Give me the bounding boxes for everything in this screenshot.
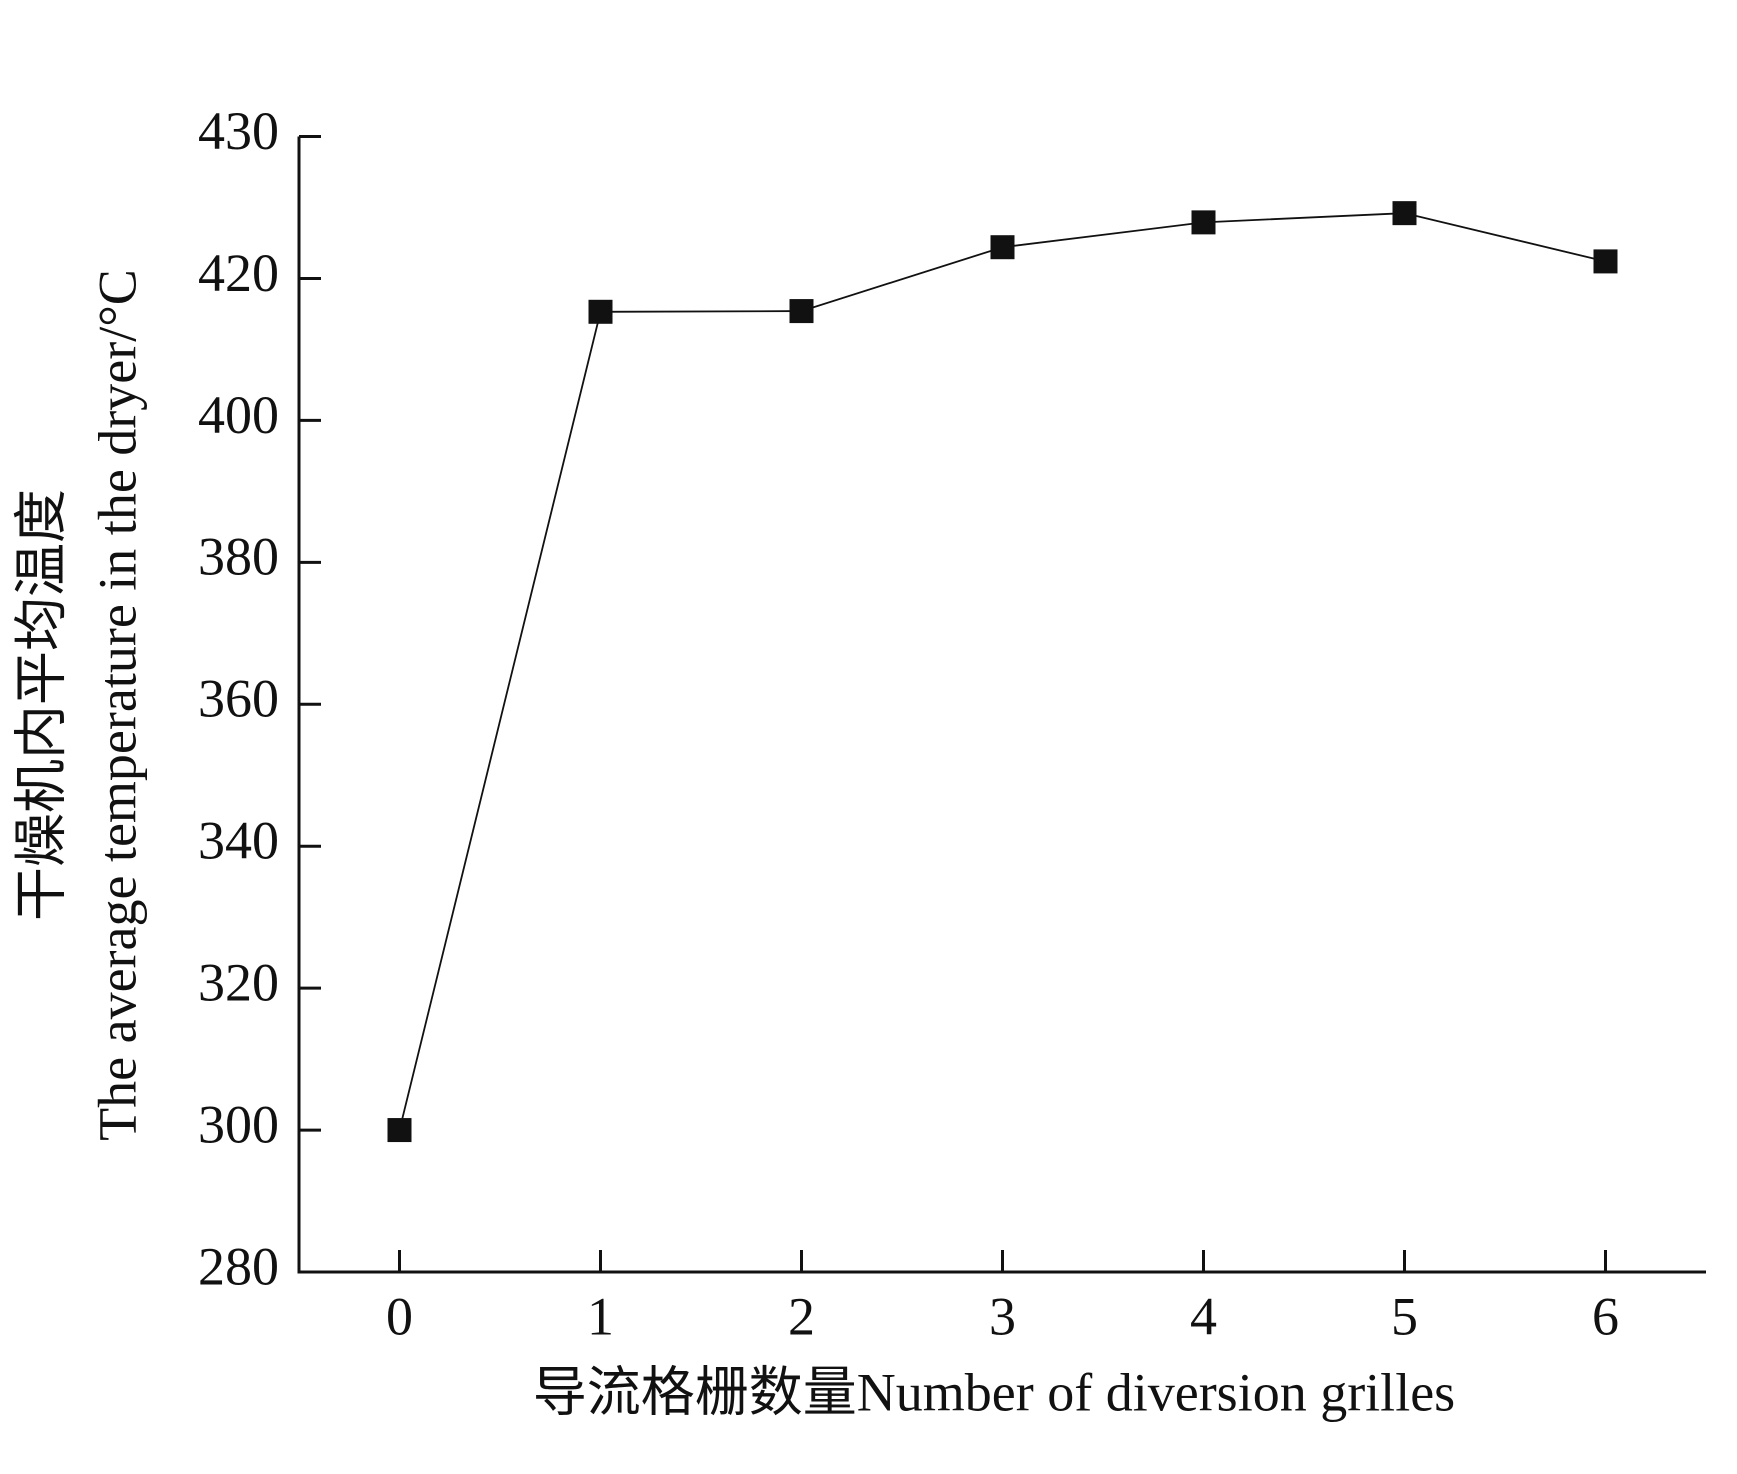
data-point — [588, 299, 613, 324]
y-tick-label: 380 — [198, 527, 279, 587]
y-tick-label: 360 — [198, 669, 279, 729]
y-tick-label: 300 — [198, 1094, 279, 1154]
data-point — [387, 1118, 412, 1143]
series-line — [398, 212, 1606, 1131]
x-tick-label: 0 — [386, 1286, 413, 1346]
x-tick-label: 2 — [788, 1286, 815, 1346]
y-tick-label: 340 — [198, 811, 279, 871]
y-axis-title: The average temperature in the dryer/°C — [87, 269, 147, 1141]
data-point — [990, 235, 1015, 260]
data-point — [1191, 210, 1216, 235]
x-tick-label: 3 — [989, 1286, 1016, 1346]
y-tick-label: 280 — [198, 1236, 279, 1296]
y-tick-label: 320 — [198, 953, 279, 1013]
x-tick-label: 6 — [1592, 1286, 1619, 1346]
y-tick-label: 400 — [198, 385, 279, 445]
data-point — [789, 299, 814, 324]
x-tick-label: 5 — [1391, 1286, 1418, 1346]
y-tick-label: 420 — [198, 243, 279, 303]
x-tick-label: 1 — [587, 1286, 614, 1346]
y-axis-title: 干燥机内平均温度 — [11, 489, 71, 921]
y-tick-label: 430 — [198, 101, 279, 161]
x-tick-label: 4 — [1190, 1286, 1217, 1346]
data-point — [1593, 249, 1618, 274]
x-axis-title: 导流格栅数量Number of diversion grilles — [533, 1362, 1455, 1422]
data-point — [1392, 201, 1417, 226]
